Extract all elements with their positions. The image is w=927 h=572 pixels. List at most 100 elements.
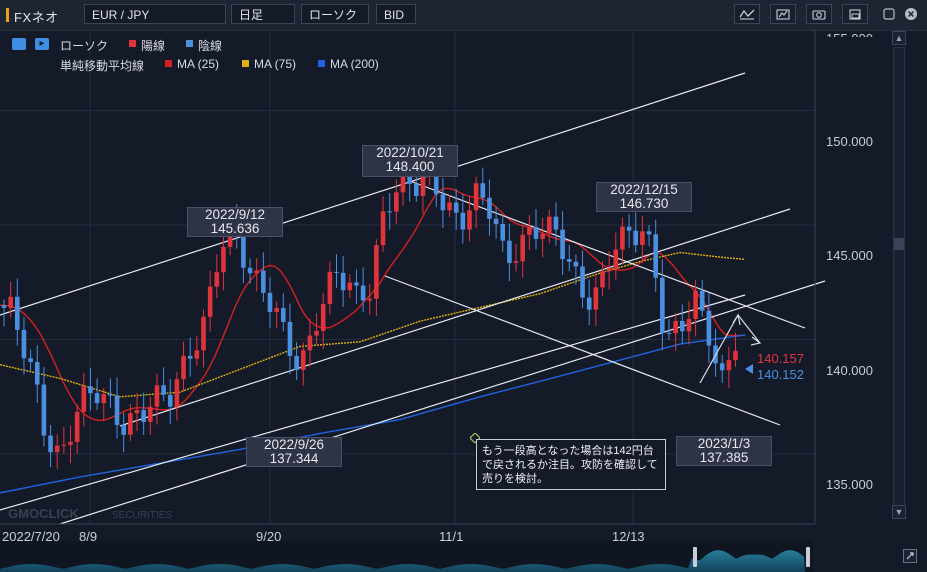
candle: [600, 261, 605, 296]
callout-low-0926-date: 2022/9/26: [263, 437, 325, 452]
candle: [300, 342, 306, 386]
callout-high-0912-date: 2022/9/12: [204, 207, 266, 222]
candle: [128, 403, 133, 441]
price-chart[interactable]: GMOCLICK SECURITIES: [0, 31, 927, 572]
navigator-area: [0, 550, 805, 572]
candle: [394, 179, 399, 225]
candle: [287, 303, 293, 375]
candle: [34, 345, 40, 403]
arrowhead-down: [750, 336, 762, 346]
indicator-icon: [739, 9, 755, 20]
scroll-down-button[interactable]: ▼: [892, 505, 906, 519]
callout-low-0926-price: 137.344: [269, 451, 319, 466]
legend-down: 陰線: [198, 39, 223, 53]
window-mode-button[interactable]: [842, 4, 868, 24]
candle: [653, 219, 658, 292]
legend-ma75: MA (75): [254, 57, 297, 71]
candle: [453, 188, 459, 231]
close-button[interactable]: [904, 7, 918, 21]
candle: [340, 256, 346, 308]
legend-up: 陽線: [141, 39, 166, 53]
candle: [8, 281, 13, 318]
candle: [74, 403, 80, 454]
candle: [540, 217, 545, 258]
y-tick-140: 140.000: [826, 363, 873, 378]
callout-low-0926: 2022/9/26 137.344: [246, 437, 342, 467]
callout-low-0103: 2023/1/3 137.385: [676, 436, 772, 466]
trend-line: [0, 72, 746, 316]
ma75-line: [0, 251, 746, 398]
legend-ma25-swatch: [165, 60, 172, 67]
candle: [201, 309, 206, 368]
fullscreen-button[interactable]: [903, 549, 917, 563]
legend-ma-title: 単純移動平均線: [60, 59, 145, 73]
ma200-line: [0, 334, 746, 494]
draw-tool-button[interactable]: [770, 4, 796, 24]
candle: [267, 277, 273, 329]
candle: [347, 274, 353, 298]
candle: [108, 378, 113, 408]
candle: [699, 280, 705, 317]
y-scrollbar-track[interactable]: [893, 47, 905, 512]
candle: [726, 346, 732, 389]
app-title: FXネオ: [14, 10, 59, 25]
screenshot-button[interactable]: [806, 4, 832, 24]
candle: [327, 261, 333, 315]
candle: [527, 215, 532, 251]
window-icon: [849, 9, 861, 20]
candle: [680, 304, 685, 345]
candle: [61, 426, 67, 454]
candle: [167, 378, 173, 425]
candle: [101, 387, 107, 422]
candle: [500, 214, 506, 252]
annotations-arrows: [699, 313, 762, 384]
candle: [387, 193, 392, 230]
legend-ma200: MA (200): [330, 57, 379, 71]
trend-line: [0, 294, 746, 511]
candle: [640, 215, 645, 264]
symbol-select[interactable]: EUR / JPY: [84, 4, 226, 24]
scroll-up-button[interactable]: ▲: [892, 31, 906, 45]
ask-price-label: 140.157: [757, 351, 804, 366]
candle: [480, 167, 486, 206]
close-icon: [905, 8, 917, 20]
candle: [194, 336, 200, 366]
candle: [88, 367, 93, 411]
candle: [673, 313, 678, 352]
candle: [54, 434, 60, 469]
y-scrollbar-thumb[interactable]: [894, 238, 904, 250]
candle: [154, 373, 160, 425]
legend-toggle-icon[interactable]: [12, 38, 26, 50]
candle: [314, 313, 319, 345]
candle: [41, 366, 47, 447]
y-tick-partial: 155.000: [826, 31, 873, 37]
callout-high-1215: 2022/12/15 146.730: [596, 182, 692, 212]
price-type-select[interactable]: BID: [376, 4, 416, 24]
navigator-right-handle[interactable]: [806, 547, 810, 567]
candle: [733, 332, 738, 367]
y-tick-145: 145.000: [826, 248, 873, 263]
candle: [161, 367, 166, 402]
callout-high-1021: 2022/10/21 148.400: [362, 145, 458, 177]
callout-low-0103-date: 2023/1/3: [697, 436, 751, 451]
candle: [141, 392, 146, 436]
timeframe-select[interactable]: 日足: [231, 4, 295, 24]
candle: [247, 258, 253, 284]
candle: [440, 177, 446, 229]
chart-type-select[interactable]: ローソク: [301, 4, 369, 24]
candle: [354, 269, 359, 304]
candle: [254, 258, 259, 292]
indicator-button[interactable]: [734, 4, 760, 24]
candle: [633, 212, 639, 253]
candle: [553, 202, 559, 246]
callout-high-1021-price: 148.400: [385, 159, 435, 174]
price-pointer-icon: [745, 364, 753, 374]
legend-down-swatch: [186, 40, 193, 47]
ma25-line: [0, 187, 745, 422]
candle: [261, 252, 266, 302]
maximize-button[interactable]: [882, 7, 896, 21]
candle: [374, 239, 379, 316]
navigator-left-handle[interactable]: [693, 547, 697, 567]
chart-type-select-value: ローソク: [309, 8, 358, 22]
legend-expand-icon[interactable]: ▸: [35, 38, 49, 50]
